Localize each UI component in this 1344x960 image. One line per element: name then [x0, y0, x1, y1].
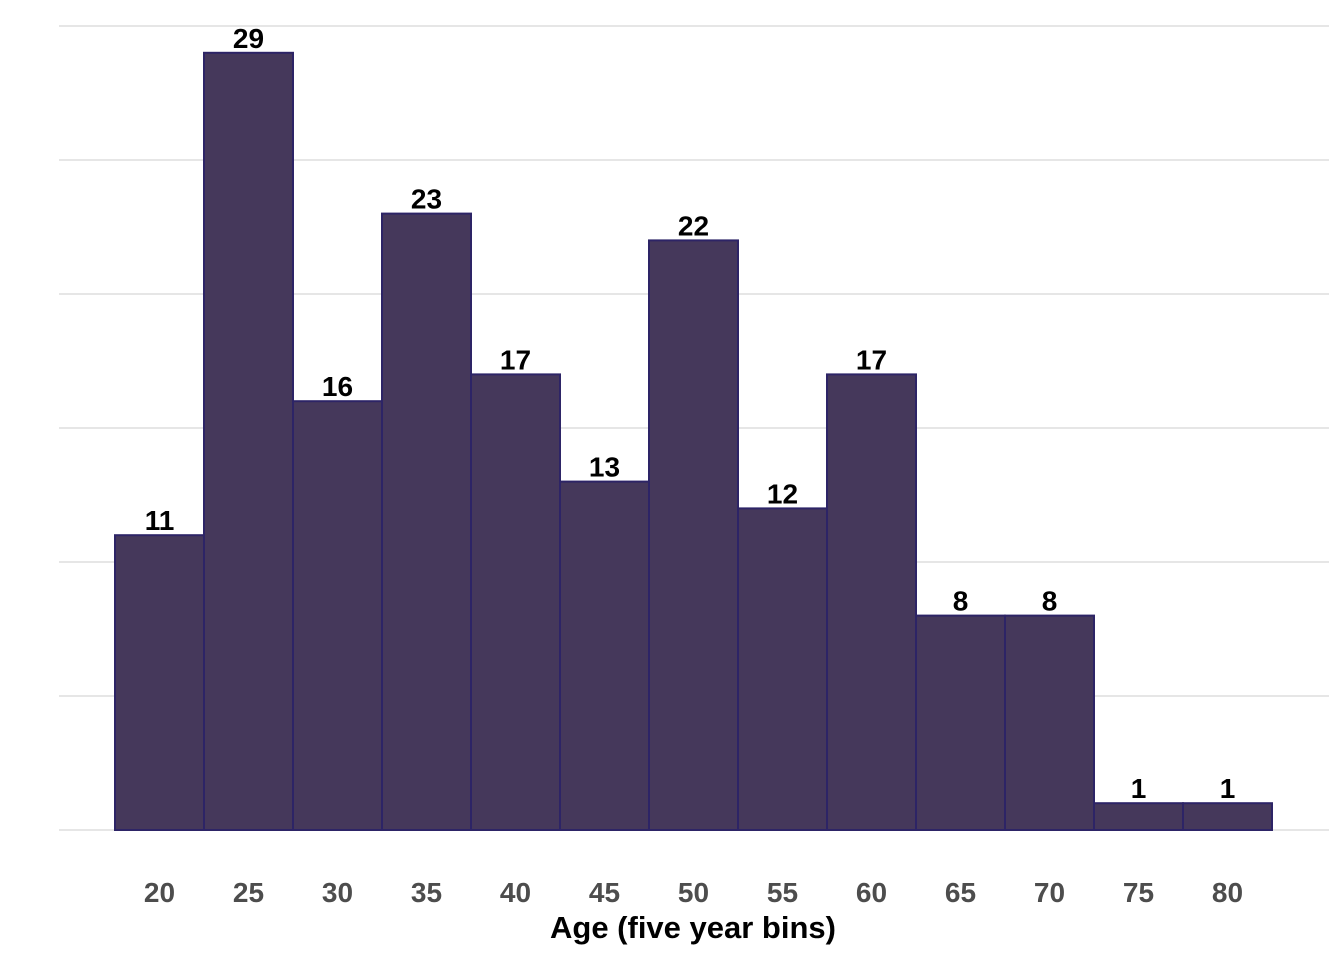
x-tick-label-40: 40: [500, 877, 531, 908]
value-label-20: 11: [145, 505, 175, 536]
bar-40: [470, 373, 561, 831]
bar-60: [826, 373, 917, 831]
x-tick-label-45: 45: [589, 877, 620, 908]
value-label-55: 12: [767, 478, 798, 509]
x-tick-label-70: 70: [1034, 877, 1065, 908]
x-tick-label-25: 25: [233, 877, 264, 908]
value-label-50: 22: [678, 210, 709, 241]
value-label-25: 29: [233, 23, 264, 54]
bar-55: [737, 507, 828, 831]
x-tick-label-60: 60: [856, 877, 887, 908]
bar-45: [559, 480, 650, 831]
value-label-40: 17: [500, 344, 531, 375]
x-tick-label-50: 50: [678, 877, 709, 908]
value-label-45: 13: [589, 452, 620, 483]
bar-50: [648, 239, 739, 831]
bar-70: [1004, 614, 1095, 831]
x-tick-label-65: 65: [945, 877, 976, 908]
x-tick-label-75: 75: [1123, 877, 1154, 908]
bars: [114, 51, 1273, 832]
value-label-75: 1: [1131, 773, 1147, 804]
value-label-70: 8: [1042, 586, 1058, 617]
x-tick-label-80: 80: [1212, 877, 1243, 908]
x-tick-label-35: 35: [411, 877, 442, 908]
value-label-80: 1: [1220, 773, 1236, 804]
bar-20: [114, 534, 205, 831]
bar-65: [915, 614, 1006, 831]
bar-30: [292, 400, 383, 831]
value-label-60: 17: [856, 344, 887, 375]
bar-80: [1182, 802, 1273, 832]
x-tick-labels: 20 25 30 35 40 45 50 55 60 65 70 75 80: [144, 877, 1243, 908]
bar-25: [203, 51, 294, 832]
value-label-30: 16: [322, 371, 353, 402]
x-axis-title: Age (five year bins): [550, 910, 836, 945]
value-label-35: 23: [411, 184, 442, 215]
x-tick-label-30: 30: [322, 877, 353, 908]
x-tick-label-20: 20: [144, 877, 175, 908]
value-label-65: 8: [953, 586, 969, 617]
bar-35: [381, 212, 472, 832]
x-tick-label-55: 55: [767, 877, 798, 908]
bar-75: [1093, 802, 1184, 832]
